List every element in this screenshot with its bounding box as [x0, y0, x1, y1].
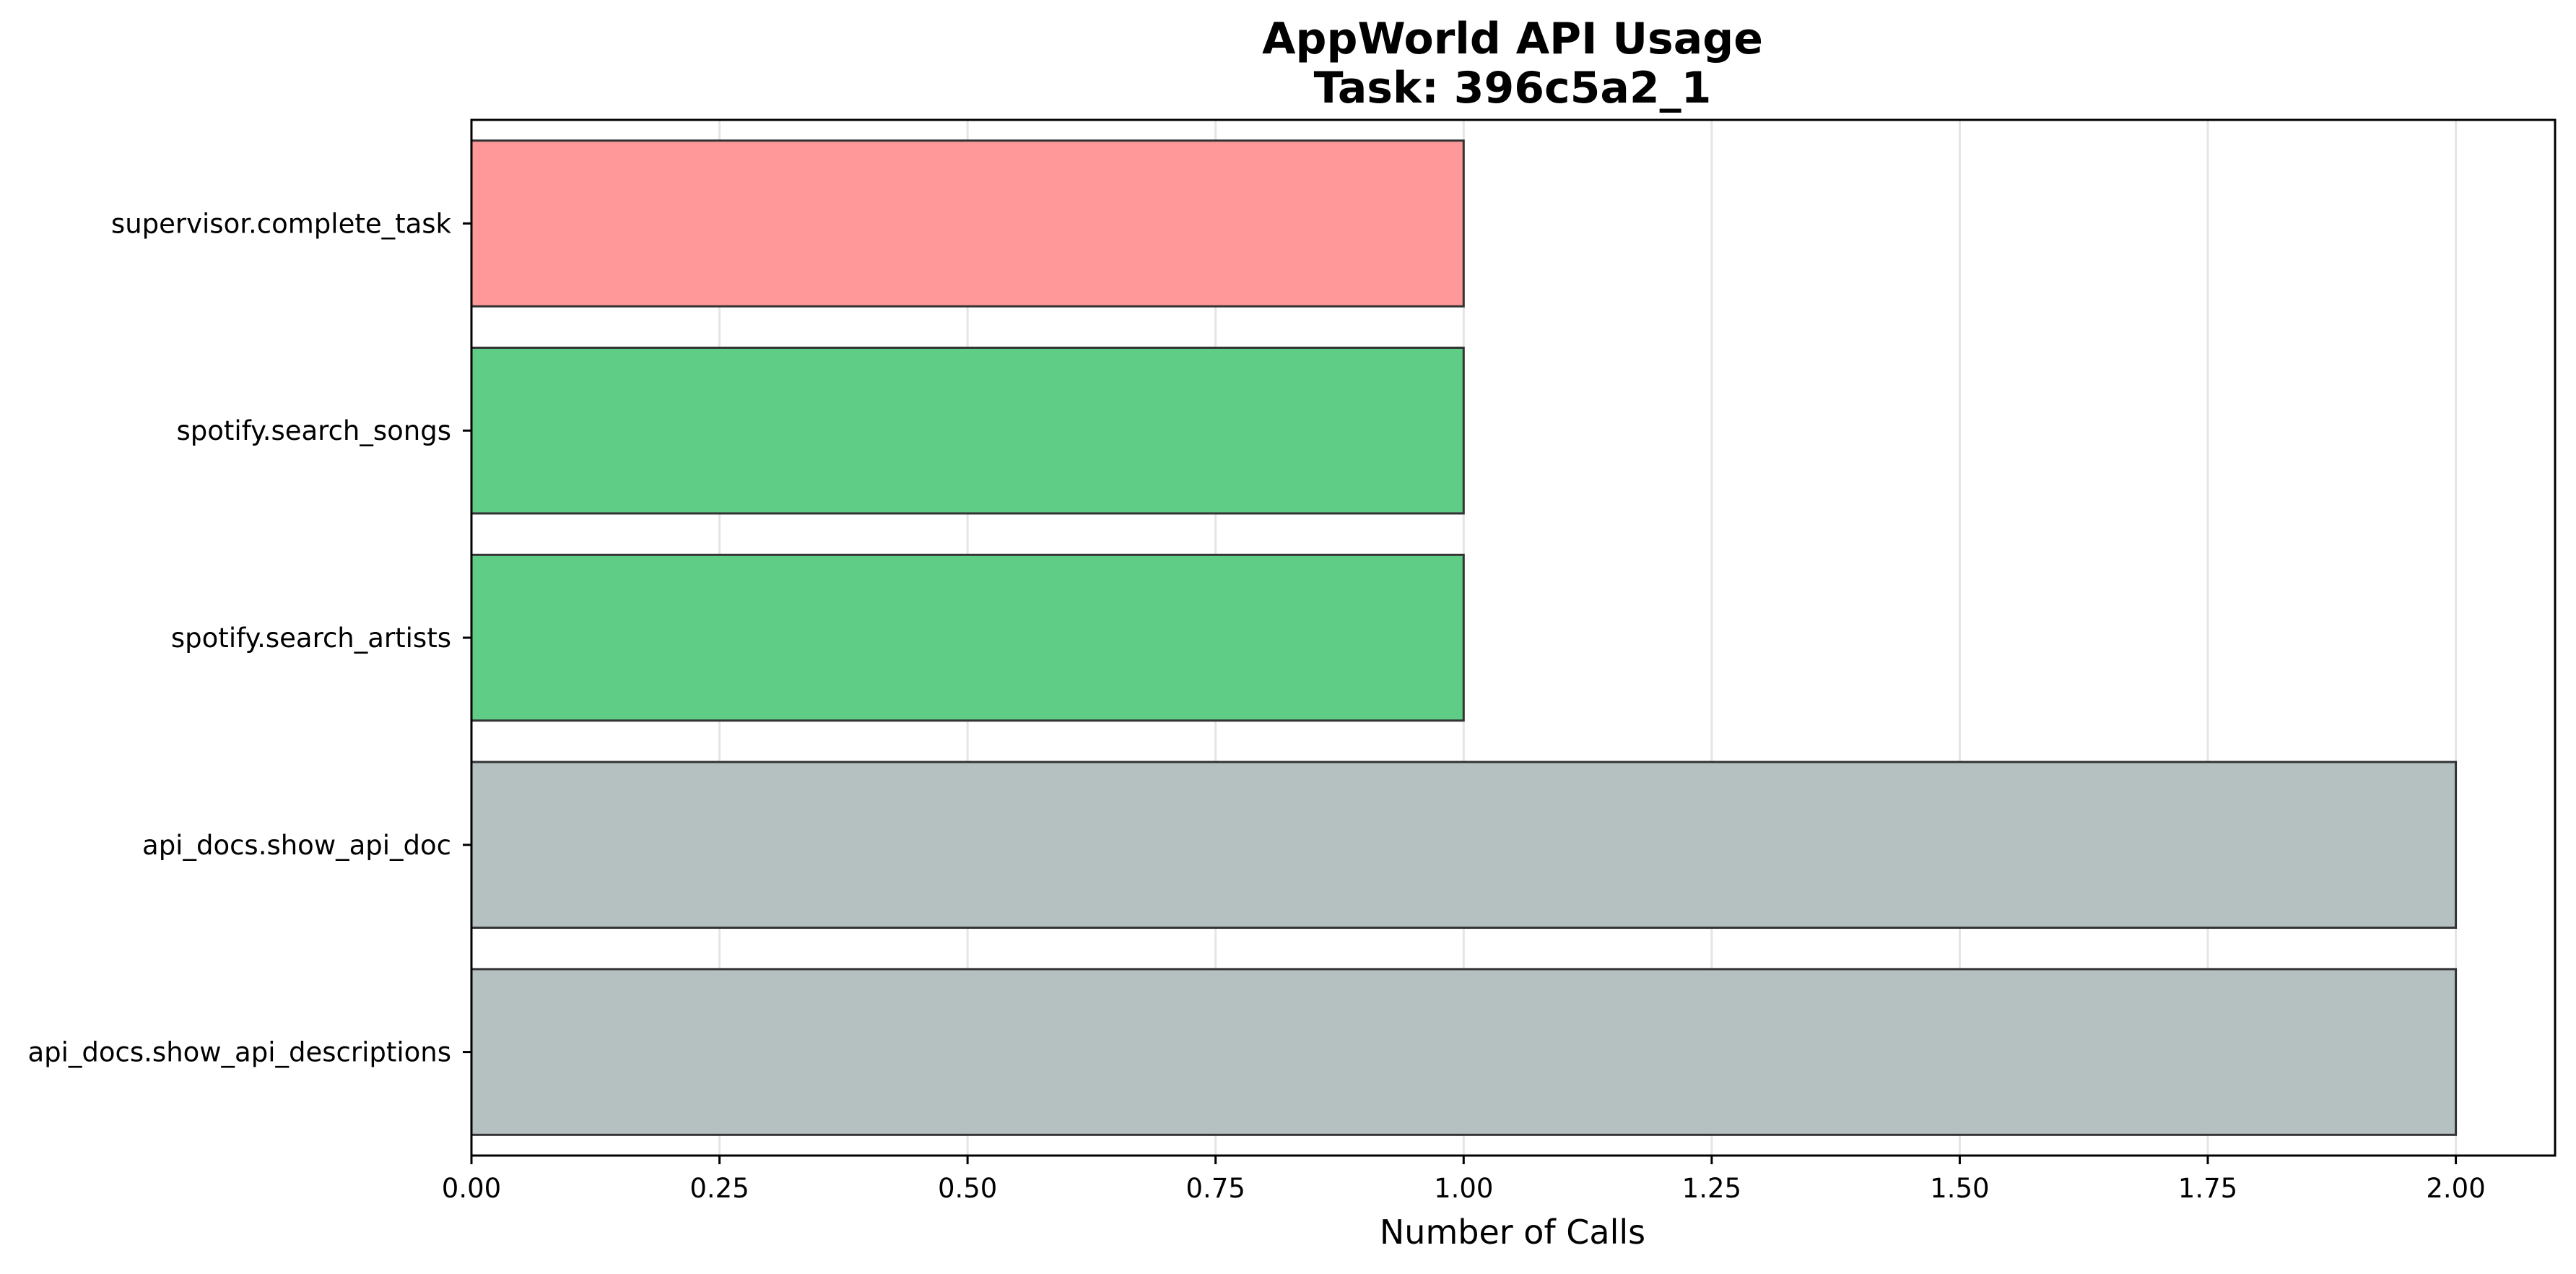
y-tick-label: api_docs.show_api_doc [142, 830, 451, 861]
x-tick-label: 1.50 [1930, 1173, 1989, 1204]
x-tick-label: 2.00 [2426, 1173, 2485, 1204]
bar-supervisor-complete-task [470, 139, 1465, 308]
x-tick-label: 1.75 [2178, 1173, 2237, 1204]
x-axis-label: Number of Calls [1380, 1213, 1645, 1252]
x-tick-label: 0.00 [442, 1173, 501, 1204]
x-axis-ticks: 0.00 0.25 0.50 0.75 1.00 1.25 1.50 1.75 2.00 [442, 1156, 2486, 1204]
chart-subtitle: Task: 396c5a2_1 [1314, 63, 1712, 113]
bar-spotify-search-artists [470, 553, 1465, 722]
chart-title: AppWorld API Usage [1262, 14, 1763, 64]
bar-api-docs-show-api-doc [470, 760, 2458, 930]
y-tick-label: supervisor.complete_task [111, 208, 452, 239]
bar-spotify-search-songs [470, 346, 1465, 515]
x-tick-label: 0.50 [938, 1173, 997, 1204]
y-tick-label: spotify.search_songs [177, 415, 451, 446]
bar-api-docs-show-api-descriptions [470, 968, 2458, 1136]
bars [470, 139, 2458, 1136]
x-tick-label: 0.75 [1186, 1173, 1245, 1204]
y-tick-label: spotify.search_artists [171, 623, 451, 654]
x-tick-label: 1.25 [1682, 1173, 1741, 1204]
y-axis-ticks: supervisor.complete_task spotify.search_s… [27, 208, 471, 1068]
x-tick-label: 1.00 [1434, 1173, 1493, 1204]
x-tick-label: 0.25 [689, 1173, 749, 1204]
y-tick-label: api_docs.show_api_descriptions [27, 1037, 451, 1068]
